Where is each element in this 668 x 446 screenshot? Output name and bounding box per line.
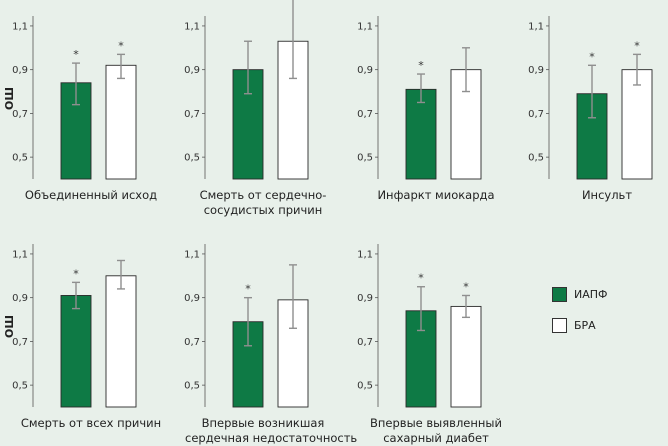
y-tick-label: 1,1 xyxy=(528,21,544,32)
y-tick-label: 0,7 xyxy=(184,337,200,348)
legend-swatch-acei xyxy=(552,286,567,302)
legend-label-acei: ИАПФ xyxy=(574,287,608,301)
bar-acei xyxy=(405,88,437,180)
bar-acei xyxy=(60,295,92,408)
y-tick-label: 1,1 xyxy=(12,249,28,260)
legend-item-acei: ИАПФ xyxy=(552,284,608,304)
chart-caption-line: Инсульт xyxy=(581,188,633,202)
y-tick-label: 0,5 xyxy=(12,153,28,164)
chart-caption: Смерть от всех причин xyxy=(13,416,169,431)
y-tick-label: 1,1 xyxy=(184,21,200,32)
chart-caption-line: Впервые возникшая xyxy=(201,416,325,430)
significance-marker: * xyxy=(245,283,251,296)
significance-marker: * xyxy=(589,50,595,63)
y-tick-label: 0,5 xyxy=(528,153,544,164)
chart-caption-line: Впервые выявленный xyxy=(370,416,502,430)
legend-item-arb: БРА xyxy=(552,315,608,335)
y-tick-label: 0,7 xyxy=(184,109,200,120)
y-tick-label: 0,7 xyxy=(12,337,28,348)
y-tick-label: 0,7 xyxy=(357,109,373,120)
y-tick-label: 0,7 xyxy=(528,109,544,120)
y-tick-label: 0,5 xyxy=(357,153,373,164)
legend: ИАПФ БРА xyxy=(552,284,608,346)
y-tick-label: 0,7 xyxy=(357,337,373,348)
chart-caption-line: Инфаркт миокарда xyxy=(377,188,495,202)
y-tick-label: 1,1 xyxy=(357,21,373,32)
y-tick-label: 1,1 xyxy=(357,249,373,260)
significance-marker: * xyxy=(118,39,124,52)
y-tick-label: 0,7 xyxy=(12,109,28,120)
y-tick-label: 0,9 xyxy=(357,65,373,76)
y-axis-label: ОШ xyxy=(2,87,16,110)
chart-caption: Объединенный исход xyxy=(13,188,169,203)
chart-caption-line: Смерть от сердечно- xyxy=(199,188,327,202)
y-tick-label: 0,9 xyxy=(184,65,200,76)
y-tick-label: 0,9 xyxy=(357,293,373,304)
y-tick-label: 0,5 xyxy=(184,381,200,392)
bar-arb xyxy=(450,305,482,408)
chart-caption-line: сосудистых причин xyxy=(203,203,323,217)
chart-caption-line: Смерть от всех причин xyxy=(20,416,162,430)
significance-marker: * xyxy=(418,272,424,285)
bar-arb xyxy=(105,275,137,408)
significance-marker: * xyxy=(418,59,424,72)
chart-caption: Инсульт xyxy=(529,188,668,203)
y-tick-label: 0,5 xyxy=(12,381,28,392)
chart-caption: Впервые выявленный сахарный диабет xyxy=(358,416,514,446)
y-tick-label: 1,1 xyxy=(12,21,28,32)
chart-caption-line: сахарный диабет xyxy=(383,431,489,445)
legend-label-arb: БРА xyxy=(574,318,596,332)
bar-arb xyxy=(105,64,137,180)
y-tick-label: 0,5 xyxy=(357,381,373,392)
significance-marker: * xyxy=(73,48,79,61)
y-tick-label: 0,9 xyxy=(12,293,28,304)
chart-caption: Впервые возникшая сердечная недостаточнос… xyxy=(185,416,358,446)
chart-caption: Смерть от сердечно-сосудистых причин xyxy=(185,188,341,218)
chart-caption: Инфаркт миокарда xyxy=(358,188,514,203)
y-tick-label: 0,9 xyxy=(184,293,200,304)
y-tick-label: 0,5 xyxy=(184,153,200,164)
y-tick-label: 1,1 xyxy=(184,249,200,260)
significance-marker: * xyxy=(73,267,79,280)
significance-marker: * xyxy=(634,39,640,52)
y-axis-label: ОШ xyxy=(2,315,16,338)
significance-marker: * xyxy=(463,280,469,293)
legend-swatch-arb xyxy=(552,317,567,333)
y-tick-label: 0,9 xyxy=(528,65,544,76)
chart-caption-line: Объединенный исход xyxy=(24,188,158,202)
bar-arb xyxy=(621,69,653,180)
y-tick-label: 0,9 xyxy=(12,65,28,76)
chart-caption-line: сердечная недостаточность xyxy=(185,431,358,445)
